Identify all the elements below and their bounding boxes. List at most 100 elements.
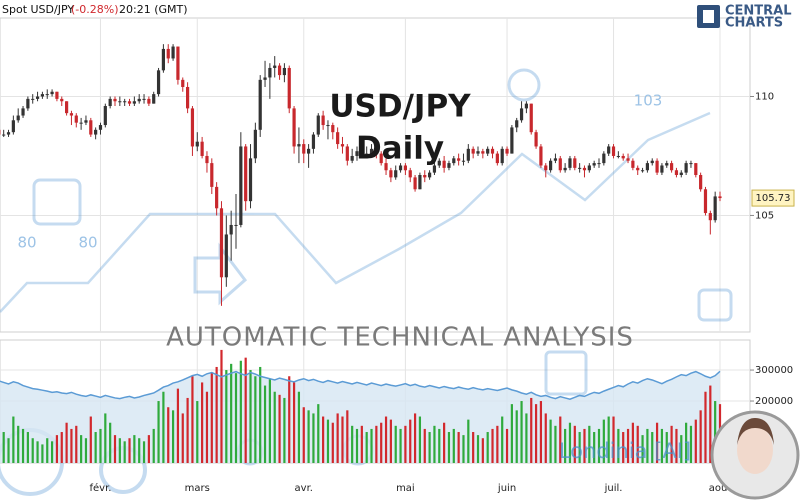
volume-bar <box>70 428 73 463</box>
candle-body <box>437 160 441 166</box>
volume-bar <box>699 410 702 463</box>
watermark-label: 80 <box>78 234 97 252</box>
candle-body <box>224 234 228 278</box>
candle-body <box>539 146 543 166</box>
volume-bar <box>704 391 707 463</box>
candle-body <box>360 151 364 154</box>
candle-body <box>476 151 480 154</box>
volume-bar <box>457 432 460 463</box>
candle-body <box>55 91 59 99</box>
volume-bar <box>389 419 392 463</box>
volume-bar <box>443 422 446 463</box>
candle-body <box>84 120 88 123</box>
candle-body <box>689 163 693 165</box>
candle-body <box>171 46 175 59</box>
watermark-title: USD/JPY <box>329 89 471 125</box>
candle-body <box>679 172 683 175</box>
candle-body <box>181 79 185 87</box>
candle-body <box>403 165 407 171</box>
candle-body <box>292 108 296 147</box>
candle-body <box>640 170 645 172</box>
volume-bar <box>438 428 441 463</box>
instrument: Spot USD/JPY <box>2 3 74 16</box>
x-tick-label: févr. <box>89 482 111 494</box>
watermark-label: 103 <box>634 92 663 110</box>
volume-bar <box>113 435 117 463</box>
candle-body <box>268 67 272 78</box>
volume-bar <box>418 416 422 463</box>
volume-bar <box>680 435 683 463</box>
volume-bar <box>472 432 475 463</box>
volume-bar <box>263 385 267 463</box>
volume-bar <box>486 432 489 463</box>
volume-bar <box>505 428 509 463</box>
volume-bar <box>370 428 373 463</box>
candle-body <box>631 160 635 168</box>
volume-bar <box>254 376 257 463</box>
candle-body <box>45 94 49 96</box>
candle-body <box>35 96 40 99</box>
volume-bar <box>157 401 160 463</box>
watermark-icon <box>544 350 588 396</box>
candle-body <box>118 101 122 103</box>
candle-body <box>350 155 354 161</box>
volume-bar <box>249 370 252 463</box>
candle-body <box>650 160 654 164</box>
volume-bar <box>322 416 325 463</box>
candle-body <box>413 177 417 190</box>
candle-body <box>471 148 475 154</box>
volume-bar <box>307 410 310 463</box>
volume-bar <box>142 441 146 463</box>
volume-plot <box>0 349 722 463</box>
volume-bar <box>428 432 431 463</box>
y-tick-label: 200000 <box>755 396 793 407</box>
candle-body <box>578 167 582 169</box>
volume-bar <box>341 416 344 463</box>
volume-bar <box>326 419 330 463</box>
watermark-label: 80 <box>17 234 36 252</box>
candle-body <box>684 163 688 173</box>
volume-bar <box>147 435 150 463</box>
candle-body <box>500 148 504 164</box>
price-label-box <box>751 189 795 207</box>
time: 20:21 (GMT) <box>119 3 188 16</box>
volume-bar <box>26 432 29 463</box>
volume-bar <box>123 441 126 463</box>
volume-bar <box>36 441 39 463</box>
candle-body <box>384 163 388 171</box>
candle-body <box>563 167 567 171</box>
candle-body <box>74 115 78 123</box>
volume-bar <box>283 397 286 463</box>
candle-body <box>519 108 524 121</box>
candle-body <box>302 144 306 154</box>
candle-body <box>626 158 630 161</box>
volume-bar <box>709 385 712 463</box>
volume-bar <box>539 401 543 463</box>
candle-body <box>60 98 64 102</box>
x-tick-label: mai <box>396 483 415 494</box>
candle-body <box>466 148 470 161</box>
candle-body <box>123 101 127 103</box>
candle-body <box>549 160 553 171</box>
candle-body <box>544 165 548 171</box>
avatar <box>710 410 800 500</box>
volume-bar <box>191 376 194 463</box>
analysis-banner: AUTOMATIC TECHNICAL ANALYSIS <box>166 323 634 353</box>
volume-bar <box>534 404 538 463</box>
volume-bar <box>17 425 20 463</box>
candle-body <box>515 120 519 128</box>
volume-bar <box>593 432 596 463</box>
candle-body <box>573 158 577 168</box>
candle-body <box>190 108 195 147</box>
volume-bar <box>413 413 417 463</box>
volume-bar <box>104 413 107 463</box>
volume-bar <box>670 425 673 463</box>
volume-bar <box>655 422 659 463</box>
candle-body <box>558 158 562 171</box>
volume-bar <box>171 410 175 463</box>
candle-body <box>152 94 156 104</box>
volume-bar <box>622 432 625 463</box>
candle-body <box>234 224 238 226</box>
logo-text: CHARTS <box>725 16 783 31</box>
